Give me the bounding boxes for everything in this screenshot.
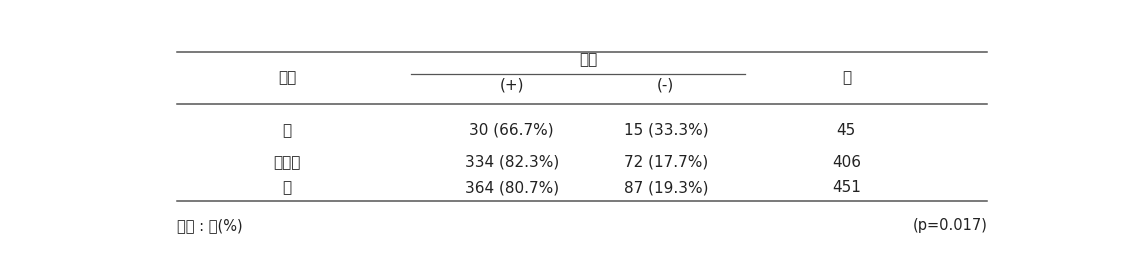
Text: 30 (66.7%): 30 (66.7%) <box>469 123 554 138</box>
Text: (+): (+) <box>500 78 524 93</box>
Text: 87 (19.3%): 87 (19.3%) <box>624 180 708 195</box>
Text: 364 (80.7%): 364 (80.7%) <box>465 180 559 195</box>
Text: 45: 45 <box>837 123 855 138</box>
Text: 항체: 항체 <box>579 52 598 67</box>
Text: 예: 예 <box>283 123 292 138</box>
Text: 계: 계 <box>842 71 851 86</box>
Text: (p=0.017): (p=0.017) <box>912 218 987 233</box>
Text: 72 (17.7%): 72 (17.7%) <box>624 155 708 170</box>
Text: 451: 451 <box>832 180 861 195</box>
Text: 아니오: 아니오 <box>274 155 301 170</box>
Text: 흡연: 흡연 <box>278 71 296 86</box>
Text: (-): (-) <box>658 78 675 93</box>
Text: 단위 : 명(%): 단위 : 명(%) <box>177 218 243 233</box>
Text: 334 (82.3%): 334 (82.3%) <box>465 155 559 170</box>
Text: 406: 406 <box>832 155 861 170</box>
Text: 15 (33.3%): 15 (33.3%) <box>624 123 708 138</box>
Text: 계: 계 <box>283 180 292 195</box>
